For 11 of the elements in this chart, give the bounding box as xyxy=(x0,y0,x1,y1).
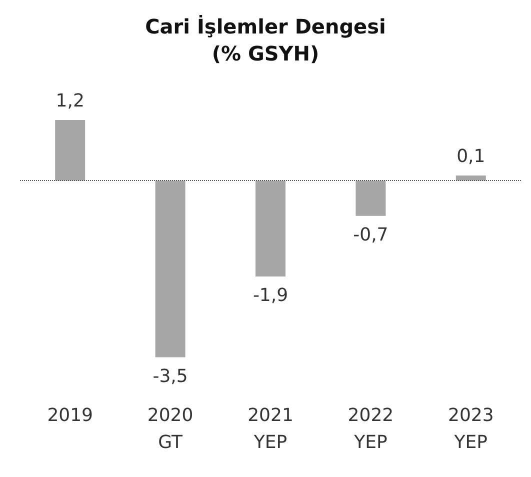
x-tick-label: 2023 YEP xyxy=(448,405,494,453)
x-tick-label: 2022 YEP xyxy=(348,405,394,453)
data-label: 0,1 xyxy=(456,146,486,168)
data-label: 1,2 xyxy=(56,90,84,112)
x-tick-label: 2021 YEP xyxy=(248,405,294,453)
data-label: -3,5 xyxy=(152,366,188,387)
chart-title: Cari İşlemler Dengesi (% GSYH) xyxy=(145,14,386,66)
x-tick-label: 2019 xyxy=(47,405,94,426)
data-label: -1,9 xyxy=(252,284,288,306)
x-tick-label: 2020 GT xyxy=(147,405,194,453)
data-label: -0,7 xyxy=(353,224,388,246)
